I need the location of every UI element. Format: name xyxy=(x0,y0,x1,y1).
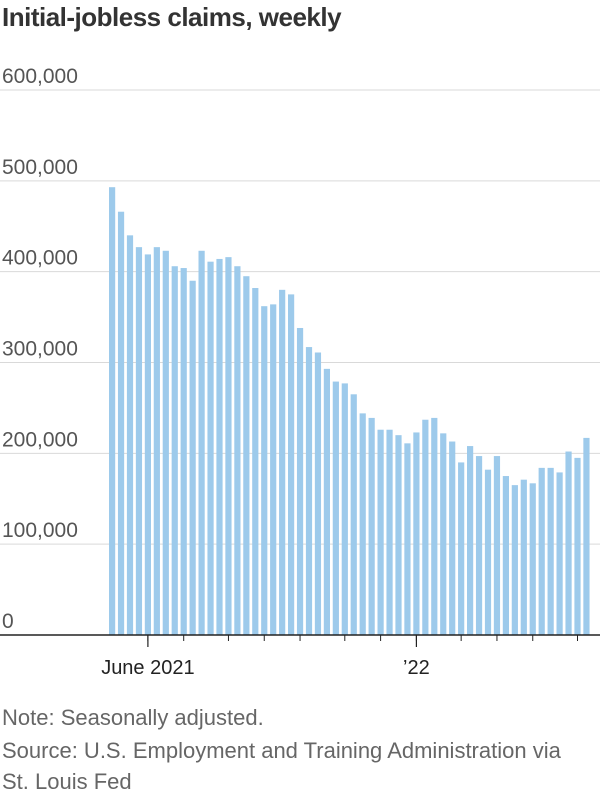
bar xyxy=(117,211,125,635)
bar xyxy=(162,250,169,635)
bar xyxy=(368,417,375,635)
bar xyxy=(198,250,205,635)
y-tick-label: 100,000 xyxy=(2,519,78,542)
bar xyxy=(225,257,232,635)
bar xyxy=(538,467,545,635)
bar xyxy=(216,258,223,635)
y-tick-label: 0 xyxy=(2,610,14,633)
bar xyxy=(520,479,527,635)
bar xyxy=(502,476,509,635)
bar xyxy=(395,435,402,635)
bar xyxy=(144,254,151,636)
bar xyxy=(180,268,187,635)
bar xyxy=(207,261,214,635)
bar xyxy=(305,347,313,635)
chart-note: Note: Seasonally adjusted. xyxy=(2,705,264,730)
bar xyxy=(574,457,581,635)
bar xyxy=(565,451,572,635)
y-tick-label: 600,000 xyxy=(2,65,78,88)
y-axis-labels: 0 100,000 200,000 300,000 400,000 500,000 600,… xyxy=(2,65,78,633)
bar xyxy=(386,429,393,635)
bar xyxy=(332,381,339,635)
bar xyxy=(350,394,357,635)
bar xyxy=(189,280,196,635)
bar xyxy=(234,266,241,635)
bar xyxy=(458,462,465,635)
bar xyxy=(243,276,250,635)
x-tick-label: ’22 xyxy=(403,657,430,679)
bar xyxy=(404,443,411,635)
bar-chart: 0 100,000 200,000 300,000 400,000 500,000 600,… xyxy=(0,65,600,679)
bar xyxy=(431,417,438,635)
bar xyxy=(493,456,501,635)
bar xyxy=(323,368,330,635)
bar xyxy=(341,383,348,635)
bar xyxy=(126,235,134,636)
x-tick-label: June 2021 xyxy=(101,657,194,679)
bar xyxy=(440,433,447,635)
bar xyxy=(475,456,483,635)
bar xyxy=(261,306,268,635)
x-axis: June 2021 ’22 xyxy=(0,634,600,679)
bars xyxy=(109,187,590,636)
y-tick-label: 400,000 xyxy=(2,247,78,270)
bar xyxy=(484,469,492,635)
bar xyxy=(511,485,518,635)
bar xyxy=(467,446,474,635)
bar xyxy=(583,437,590,635)
bar xyxy=(288,294,295,635)
bar xyxy=(449,441,456,635)
bar xyxy=(547,467,554,635)
bar xyxy=(296,327,304,635)
bar xyxy=(413,432,420,635)
bar xyxy=(377,429,384,635)
y-tick-label: 500,000 xyxy=(2,156,78,179)
bar xyxy=(556,472,563,635)
chart-source: Source: U.S. Employment and Training Adm… xyxy=(2,738,561,794)
y-tick-label: 300,000 xyxy=(2,338,78,361)
bar xyxy=(135,247,143,635)
bar xyxy=(153,247,160,635)
chart-title: Initial-jobless claims, weekly xyxy=(2,2,342,32)
bar xyxy=(529,483,536,635)
bar xyxy=(270,304,277,635)
bar xyxy=(359,413,366,635)
bar xyxy=(279,289,286,635)
y-tick-label: 200,000 xyxy=(2,428,78,451)
bar xyxy=(252,288,259,635)
bar xyxy=(109,187,116,636)
bar xyxy=(171,266,178,635)
bar xyxy=(314,352,322,635)
bar xyxy=(422,419,429,635)
